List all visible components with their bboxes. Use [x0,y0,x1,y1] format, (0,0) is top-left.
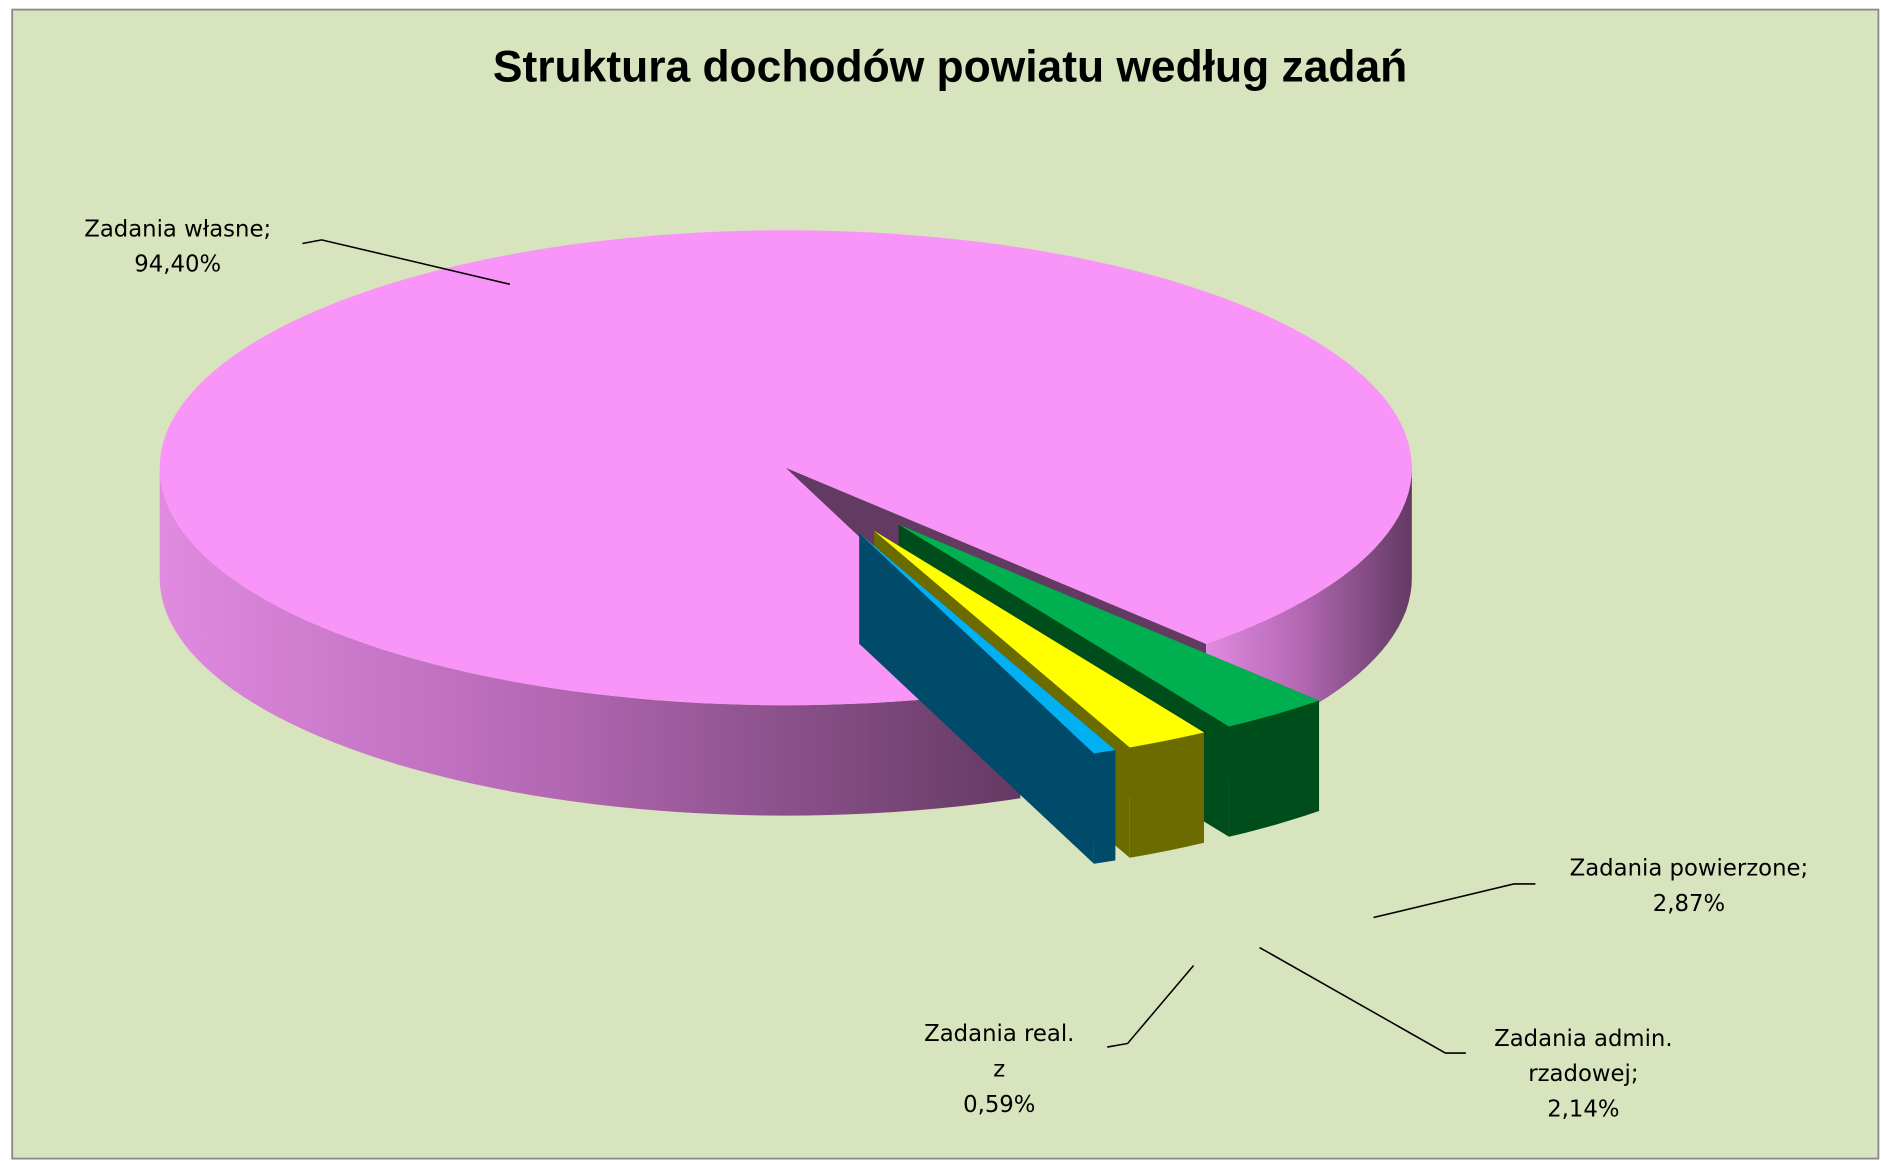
pie [159,230,1412,864]
slice-side [1228,700,1320,837]
slice-side [159,467,1021,816]
leader-line [1259,946,1466,1054]
label-line: z [993,1056,1005,1082]
label-line: Zadania real. [924,1021,1074,1047]
data-label-name: Zadania real. z [924,1021,1074,1082]
data-label-value: 2,14% [1547,1097,1619,1123]
slice-top [873,530,1205,748]
labels: Zadania własne; 94,40% Zadania powierzone;… [84,216,1808,1122]
label-line: Zadania powierzone; [1570,856,1809,882]
slice [859,533,1116,864]
label-line: Zadania własne; [84,216,271,242]
slice-top [159,230,1412,706]
leader-line [1373,883,1536,919]
slice-cut-face [859,533,1094,864]
slice-side [1129,732,1205,858]
data-label-name: Zadania admin. rzadowej; [1494,1026,1672,1087]
label-line: Zadania admin. [1494,1026,1672,1052]
data-label-name: Zadania własne; [84,216,271,242]
data-label-name: Zadania powierzone; [1570,856,1809,882]
chart-title: Struktura dochodów powiatu według zadań [493,43,1407,92]
slice-top [898,524,1320,727]
leader-line [1107,964,1195,1048]
data-label-value: 2,87% [1653,891,1725,917]
label-line: rzadowej; [1528,1061,1638,1087]
data-label-value: 0,59% [963,1092,1035,1118]
leader-line [302,239,511,286]
slice-side [1093,750,1116,864]
slice-top [859,533,1116,754]
data-label-value: 94,40% [134,252,221,278]
